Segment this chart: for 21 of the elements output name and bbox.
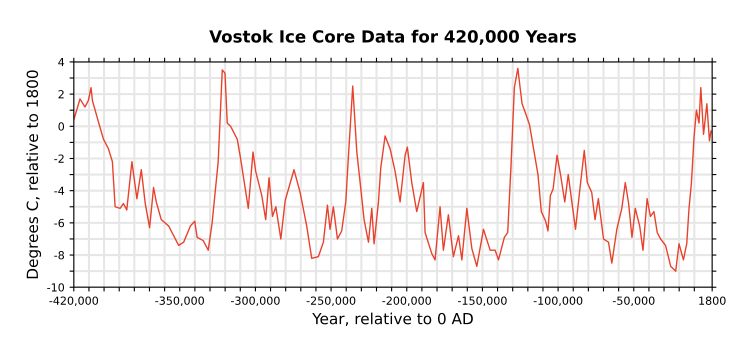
- x-tick-label: -300,000: [230, 296, 280, 306]
- x-tick-label: -150,000: [458, 296, 507, 306]
- y-tick-label: -8: [54, 251, 64, 260]
- x-tick-label: 1800: [699, 296, 726, 305]
- y-tick-label: -10: [47, 283, 64, 292]
- y-tick-label: 0: [58, 122, 64, 131]
- x-tick-label: -200,000: [382, 296, 431, 306]
- y-tick-label: -2: [54, 154, 64, 163]
- x-tick-label: -50,000: [612, 296, 654, 306]
- y-tick-label: 4: [58, 58, 64, 66]
- x-tick-label: -350,000: [155, 296, 204, 306]
- x-tick-label: -250,000: [306, 296, 356, 306]
- x-axis-title: Year, relative to 0 AD: [312, 312, 473, 326]
- y-tick-label: -6: [54, 218, 64, 228]
- x-tick-label: -420,000: [49, 296, 98, 306]
- y-axis-title: Degrees C, relative to 1800: [26, 70, 42, 278]
- x-tick-label: -100,000: [534, 296, 582, 306]
- y-tick-label: -4: [54, 186, 64, 195]
- line-series: [74, 68, 712, 272]
- chart-title: Vostok Ice Core Data for 420,000 Years: [209, 30, 576, 45]
- y-tick-label: 2: [58, 90, 64, 98]
